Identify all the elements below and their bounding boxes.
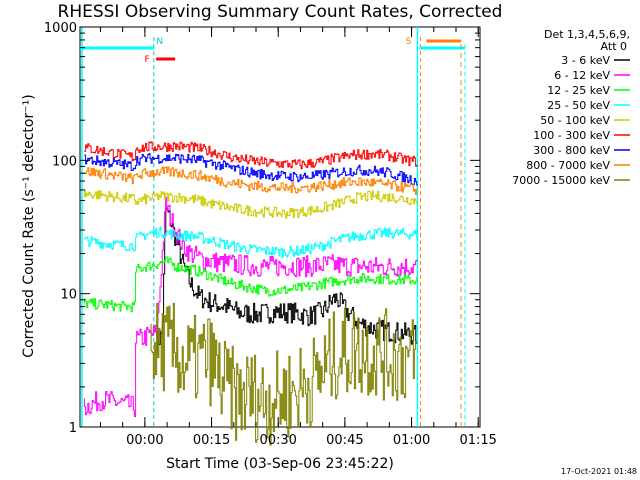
y-tick-label: 100 xyxy=(52,154,77,169)
x-tick-label: 00:15 xyxy=(193,433,230,448)
y-tick-label: 1000 xyxy=(44,21,77,36)
y-tick-label: 10 xyxy=(60,288,77,303)
legend-label-12-25-kev: 12 - 25 keV xyxy=(547,84,610,97)
flag-f-label: F xyxy=(145,55,150,65)
legend-layer: Det 1,3,4,5,6,9, Att 0 3 - 6 keV 6 - 12 k… xyxy=(512,28,630,187)
legend-header-line-2: Att 0 xyxy=(601,40,627,53)
flag-n-label: N xyxy=(156,37,163,47)
plot-frame xyxy=(79,26,481,428)
legend-label-800-7000-kev: 800 - 7000 keV xyxy=(526,159,610,172)
overlay-layer: NF S xyxy=(80,27,466,427)
x-tick-label: 01:15 xyxy=(459,433,496,448)
series-layer xyxy=(83,141,418,446)
x-tick-label: 01:00 xyxy=(393,433,430,448)
series-line-7000-15000-kev xyxy=(150,302,418,446)
legend-label-7000-15000-kev: 7000 - 15000 keV xyxy=(512,174,610,187)
series-line-100-300-kev xyxy=(83,141,418,170)
series-line-50-100-kev xyxy=(83,190,418,219)
tick-layer: 00:00 00:15 00:30 00:45 01:00 01:15 1 10 100 1000 xyxy=(44,21,497,448)
legend-label-6-12-kev: 6 - 12 keV xyxy=(554,69,610,82)
x-tick-label: 00:45 xyxy=(326,433,363,448)
series-line-300-800-kev xyxy=(83,153,418,186)
x-tick-label: 00:00 xyxy=(126,433,163,448)
legend-header-line-1: Det 1,3,4,5,6,9, xyxy=(544,28,630,41)
legend-label-25-50-kev: 25 - 50 keV xyxy=(547,99,610,112)
series-line-25-50-kev xyxy=(83,226,418,258)
series-line-800-7000-kev xyxy=(83,166,418,195)
x-tick-label: 00:30 xyxy=(259,433,296,448)
legend-label-100-300-kev: 100 - 300 keV xyxy=(533,129,610,142)
footer-date: 17-Oct-2021 01:48 xyxy=(561,467,637,476)
legend-label-3-6-kev: 3 - 6 keV xyxy=(561,54,610,67)
series-line-6-12-kev xyxy=(83,196,418,417)
y-tick-label: 1 xyxy=(69,421,77,436)
x-axis-title: Start Time (03-Sep-06 23:45:22) xyxy=(166,456,394,472)
series-line-12-25-kev xyxy=(83,256,418,313)
legend-label-300-800-kev: 300 - 800 keV xyxy=(533,144,610,157)
series-line-3-6-kev xyxy=(156,207,417,354)
legend-label-50-100-kev: 50 - 100 keV xyxy=(540,114,610,127)
chart-title: RHESSI Observing Summary Count Rates, Co… xyxy=(58,2,503,22)
y-axis-title: Corrected Count Rate (s⁻¹ detector⁻¹) xyxy=(21,94,37,357)
flag-s-label: S xyxy=(406,37,412,47)
